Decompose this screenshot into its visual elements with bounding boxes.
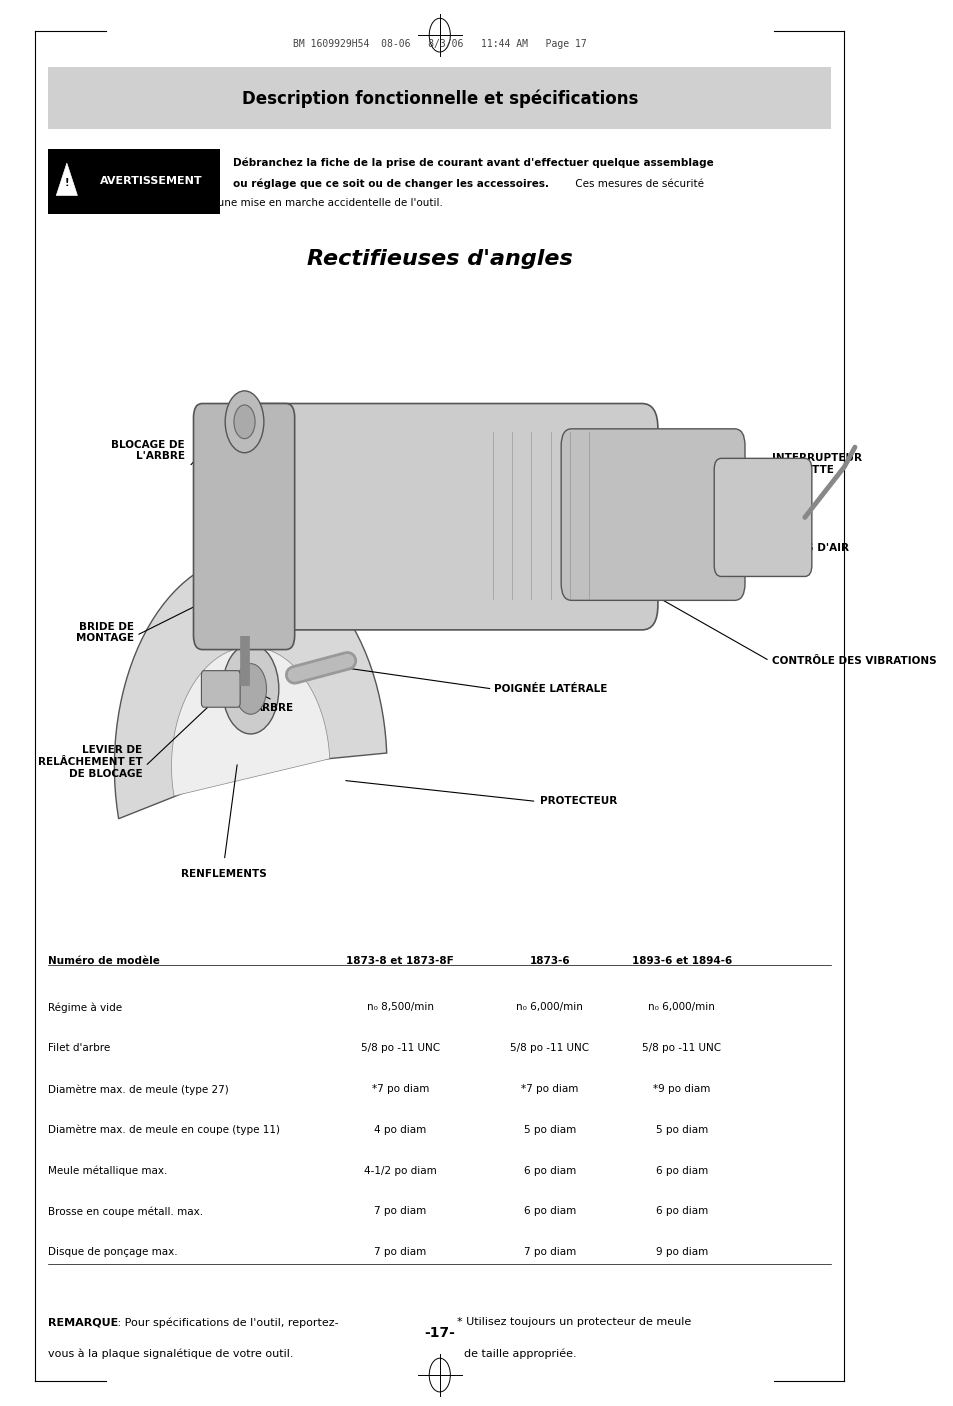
Text: 6 po diam: 6 po diam [523, 1206, 576, 1216]
Text: -17-: -17- [424, 1326, 455, 1340]
Text: de taille appropriée.: de taille appropriée. [456, 1348, 577, 1358]
Text: 7 po diam: 7 po diam [374, 1247, 426, 1257]
Text: *7 po diam: *7 po diam [371, 1084, 429, 1094]
Text: 9 po diam: 9 po diam [655, 1247, 707, 1257]
Text: !: ! [65, 177, 69, 188]
Text: 1893-6 et 1894-6: 1893-6 et 1894-6 [631, 956, 731, 966]
Text: vous à la plaque signalétique de votre outil.: vous à la plaque signalétique de votre o… [49, 1348, 294, 1358]
Text: AVERTISSEMENT: AVERTISSEMENT [100, 176, 202, 187]
Text: Disque de ponçage max.: Disque de ponçage max. [49, 1247, 178, 1257]
Text: Filet d'arbre: Filet d'arbre [49, 1043, 111, 1053]
Text: n₀ 6,000/min: n₀ 6,000/min [516, 1002, 582, 1012]
Text: BM 1609929H54  08-06   8/3/06   11:44 AM   Page 17: BM 1609929H54 08-06 8/3/06 11:44 AM Page… [293, 39, 586, 49]
Text: Diamètre max. de meule en coupe (type 11): Diamètre max. de meule en coupe (type 11… [49, 1125, 280, 1135]
Text: BLOCAGE DE
L'ARBRE: BLOCAGE DE L'ARBRE [111, 440, 185, 461]
Text: 1873-6: 1873-6 [529, 956, 570, 966]
Text: CONTRÔLE DES VIBRATIONS: CONTRÔLE DES VIBRATIONS [772, 655, 936, 666]
Text: PROTECTEUR: PROTECTEUR [539, 796, 617, 807]
FancyBboxPatch shape [201, 671, 240, 707]
Text: 1873-8 et 1873-8F: 1873-8 et 1873-8F [346, 956, 454, 966]
Text: Brosse en coupe métall. max.: Brosse en coupe métall. max. [49, 1206, 203, 1216]
Text: PRISES D'AIR: PRISES D'AIR [772, 543, 848, 554]
FancyBboxPatch shape [49, 149, 219, 214]
Text: préventive réduisent le risque d'une mise en marche accidentelle de l'outil.: préventive réduisent le risque d'une mis… [49, 197, 443, 208]
Text: ARBRE: ARBRE [254, 703, 294, 713]
Text: LEVIER DE
RELÂCHEMENT ET
DE BLOCAGE: LEVIER DE RELÂCHEMENT ET DE BLOCAGE [38, 745, 142, 779]
Text: 6 po diam: 6 po diam [655, 1166, 707, 1175]
Text: Meule métallique max.: Meule métallique max. [49, 1166, 168, 1175]
FancyBboxPatch shape [560, 429, 744, 600]
Text: * Utilisez toujours un protecteur de meule: * Utilisez toujours un protecteur de meu… [456, 1317, 691, 1327]
FancyBboxPatch shape [714, 458, 811, 576]
Text: BRIDE DE
MONTAGE: BRIDE DE MONTAGE [75, 621, 133, 644]
Circle shape [222, 644, 278, 734]
Text: Diamètre max. de meule (type 27): Diamètre max. de meule (type 27) [49, 1084, 229, 1094]
Text: *7 po diam: *7 po diam [520, 1084, 578, 1094]
Circle shape [225, 391, 264, 453]
Text: Rectifieuses d'angles: Rectifieuses d'angles [307, 249, 572, 269]
Text: Numéro de modèle: Numéro de modèle [49, 956, 160, 966]
FancyBboxPatch shape [49, 67, 830, 129]
Text: *9 po diam: *9 po diam [652, 1084, 710, 1094]
Polygon shape [114, 555, 386, 818]
FancyBboxPatch shape [193, 404, 294, 650]
Text: 5/8 po -11 UNC: 5/8 po -11 UNC [510, 1043, 589, 1053]
Text: 5/8 po -11 UNC: 5/8 po -11 UNC [360, 1043, 439, 1053]
Circle shape [233, 405, 254, 439]
Polygon shape [172, 647, 330, 796]
Text: RENFLEMENTS: RENFLEMENTS [181, 869, 267, 879]
Text: n₀ 8,500/min: n₀ 8,500/min [366, 1002, 434, 1012]
Text: BOSCH: BOSCH [344, 519, 374, 527]
Text: : Pour spécifications de l'outil, reportez-: : Pour spécifications de l'outil, report… [114, 1317, 338, 1327]
Polygon shape [56, 163, 77, 195]
Text: INTERRUPTEUR
À PALETTE: INTERRUPTEUR À PALETTE [772, 453, 862, 475]
Text: Débranchez la fiche de la prise de courant avant d'effectuer quelque assemblage: Débranchez la fiche de la prise de coura… [233, 157, 713, 169]
Text: BOSCH: BOSCH [454, 562, 477, 568]
Text: Description fonctionnelle et spécifications: Description fonctionnelle et spécificati… [241, 89, 638, 108]
Text: n₀ 6,000/min: n₀ 6,000/min [647, 1002, 715, 1012]
Text: POIGNÉE LATÉRALE: POIGNÉE LATÉRALE [494, 683, 607, 695]
FancyBboxPatch shape [221, 404, 658, 630]
Text: 5 po diam: 5 po diam [655, 1125, 707, 1135]
Text: REMARQUE: REMARQUE [49, 1317, 118, 1327]
Text: Ces mesures de sécurité: Ces mesures de sécurité [571, 179, 703, 190]
Circle shape [234, 664, 266, 714]
Text: 7 po diam: 7 po diam [523, 1247, 576, 1257]
Text: 4-1/2 po diam: 4-1/2 po diam [363, 1166, 436, 1175]
Text: 4 po diam: 4 po diam [374, 1125, 426, 1135]
Text: 6 po diam: 6 po diam [655, 1206, 707, 1216]
Text: 5/8 po -11 UNC: 5/8 po -11 UNC [641, 1043, 720, 1053]
Text: ou réglage que ce soit ou de changer les accessoires.: ou réglage que ce soit ou de changer les… [233, 179, 549, 190]
Text: 6 po diam: 6 po diam [523, 1166, 576, 1175]
Text: Régime à vide: Régime à vide [49, 1002, 122, 1012]
Text: 7 po diam: 7 po diam [374, 1206, 426, 1216]
Text: 5 po diam: 5 po diam [523, 1125, 576, 1135]
